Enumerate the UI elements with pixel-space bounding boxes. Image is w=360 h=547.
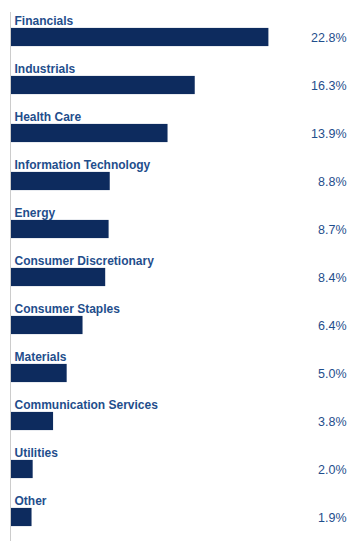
svg-text:Other: Other (15, 494, 47, 508)
svg-text:8.7%: 8.7% (318, 223, 347, 237)
svg-text:2.0%: 2.0% (318, 463, 347, 477)
svg-text:13.9%: 13.9% (311, 127, 346, 141)
svg-text:6.4%: 6.4% (318, 319, 347, 333)
svg-text:8.4%: 8.4% (318, 271, 347, 285)
svg-text:1.9%: 1.9% (318, 511, 347, 525)
svg-text:Information Technology: Information Technology (15, 158, 151, 172)
svg-text:8.8%: 8.8% (318, 175, 347, 189)
svg-text:Consumer Staples: Consumer Staples (15, 302, 121, 316)
svg-text:3.8%: 3.8% (318, 415, 347, 429)
svg-text:5.0%: 5.0% (318, 367, 347, 381)
svg-text:Financials: Financials (15, 14, 74, 28)
svg-text:Health Care: Health Care (15, 110, 82, 124)
svg-text:Communication Services: Communication Services (15, 398, 159, 412)
svg-text:Industrials: Industrials (15, 62, 76, 76)
svg-text:Utilities: Utilities (15, 446, 59, 460)
svg-text:Materials: Materials (15, 350, 67, 364)
svg-text:22.8%: 22.8% (311, 31, 346, 45)
svg-text:16.3%: 16.3% (311, 79, 346, 93)
svg-text:Consumer Discretionary: Consumer Discretionary (15, 254, 155, 268)
svg-text:Energy: Energy (15, 206, 56, 220)
